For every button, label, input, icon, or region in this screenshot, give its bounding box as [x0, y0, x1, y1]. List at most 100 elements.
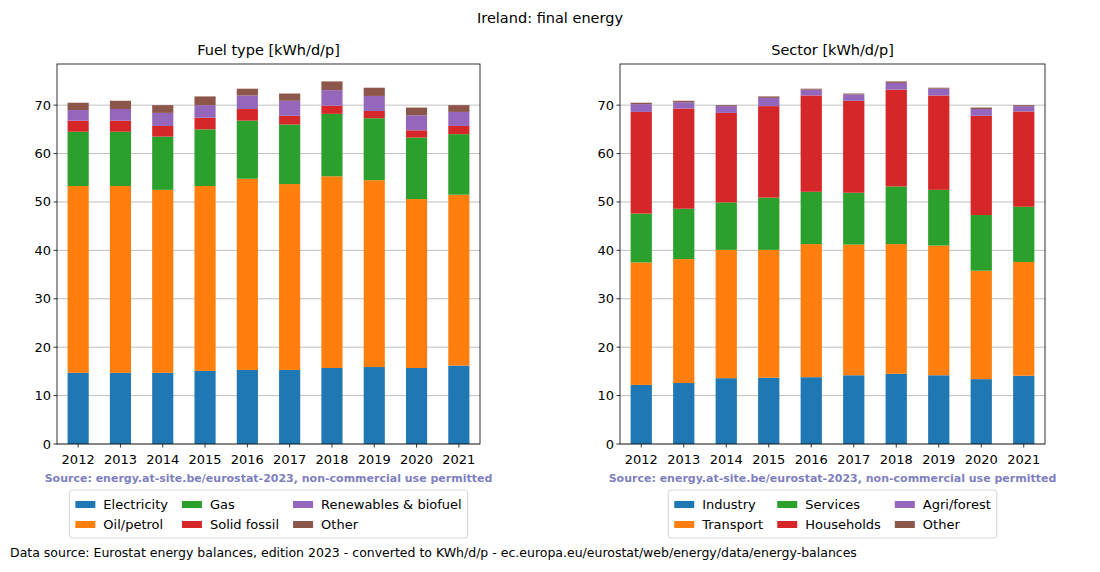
chart-title: Fuel type [kWh/d/p]	[197, 42, 340, 58]
bar-segment	[194, 129, 215, 186]
bar-segment	[928, 375, 949, 444]
bar-segment	[843, 94, 864, 100]
bar-segment	[110, 101, 131, 109]
legend-swatch	[777, 521, 797, 528]
x-tick	[289, 444, 290, 448]
bar-segment	[237, 109, 258, 121]
x-tick-label: 2021	[1007, 452, 1040, 467]
x-tick	[120, 444, 121, 448]
x-tick-label: 2013	[667, 452, 700, 467]
bar-segment	[194, 105, 215, 118]
figure-title: Ireland: final energy	[477, 10, 623, 26]
bar-segment	[631, 214, 652, 263]
y-tick-label: 0	[606, 437, 614, 452]
bar-segment	[886, 244, 907, 374]
legend-label: Renewables & biofuel	[321, 497, 462, 512]
bar-segment	[971, 379, 992, 444]
y-tick-label: 20	[34, 340, 51, 355]
bar-segment	[321, 114, 342, 176]
bar-segment	[971, 109, 992, 116]
bar-segment	[631, 103, 652, 104]
y-tick	[54, 153, 58, 154]
bar-segment	[716, 250, 737, 378]
bar-segment	[631, 385, 652, 444]
bar-segment	[110, 373, 131, 444]
bar-segment	[152, 137, 173, 190]
bar-segment	[1013, 262, 1034, 376]
bar-segment	[237, 89, 258, 96]
legend: IndustryTransportServicesHouseholdsAgri/…	[668, 490, 997, 538]
x-tick	[938, 444, 939, 448]
y-tick	[617, 395, 621, 396]
bar-segment	[631, 112, 652, 214]
bar-segment	[673, 102, 694, 108]
bar-segment	[152, 113, 173, 126]
chart-panel: 0102030405060702012201320142015201620172…	[34, 42, 492, 538]
bar-segment	[716, 202, 737, 249]
legend-frame	[69, 490, 467, 538]
y-tick	[54, 298, 58, 299]
bar-segment	[321, 176, 342, 368]
bar-segment	[673, 101, 694, 102]
bar-segment	[1013, 105, 1034, 107]
bar-segment	[110, 109, 131, 121]
bar-segment	[110, 132, 131, 186]
bar-segment	[406, 108, 427, 116]
bar-segment	[716, 105, 737, 107]
y-tick	[54, 395, 58, 396]
bar-segment	[801, 90, 822, 96]
legend-label: Households	[805, 517, 881, 532]
bars	[68, 81, 470, 444]
x-tick	[853, 444, 854, 448]
bar-segment	[237, 179, 258, 370]
bar-segment	[631, 262, 652, 384]
legend-swatch	[895, 521, 915, 528]
bar-segment	[406, 368, 427, 444]
y-tick-label: 60	[597, 146, 614, 161]
bar-segment	[971, 215, 992, 271]
bar-segment	[279, 101, 300, 116]
y-tick-label: 20	[597, 340, 614, 355]
bar-segment	[928, 190, 949, 246]
x-tick	[458, 444, 459, 448]
y-tick	[617, 298, 621, 299]
bar-segment	[152, 126, 173, 137]
bar-segment	[928, 246, 949, 376]
legend-swatch	[75, 521, 95, 528]
bar-segment	[758, 96, 779, 97]
axes-frame	[57, 64, 480, 444]
x-tick	[641, 444, 642, 448]
bar-segment	[843, 245, 864, 376]
bar-segment	[843, 375, 864, 444]
y-tick-label: 30	[34, 291, 51, 306]
legend-label: Electricity	[103, 497, 168, 512]
legend-swatch	[674, 501, 694, 508]
bar-segment	[716, 113, 737, 203]
x-tick-label: 2012	[62, 452, 95, 467]
bar-segment	[406, 130, 427, 137]
y-tick	[617, 153, 621, 154]
chart-title: Sector [kWh/d/p]	[771, 42, 894, 58]
bar-segment	[364, 118, 385, 180]
y-tick	[54, 347, 58, 348]
legend-label: Agri/forest	[923, 497, 991, 512]
legend-swatch	[674, 521, 694, 528]
x-tick	[331, 444, 332, 448]
bar-segment	[110, 186, 131, 373]
x-tick	[416, 444, 417, 448]
bar-segment	[448, 105, 469, 112]
y-tick-label: 0	[43, 437, 51, 452]
bar-segment	[279, 94, 300, 101]
bar-segment	[928, 87, 949, 89]
legend-label: Other	[923, 517, 961, 532]
source-note: Source: energy.at-site.be/eurostat-2023,…	[609, 472, 1057, 485]
bar-segment	[843, 101, 864, 193]
bars	[631, 81, 1035, 444]
bar-segment	[237, 121, 258, 179]
y-tick	[54, 105, 58, 106]
bar-segment	[68, 186, 89, 373]
x-tick	[247, 444, 248, 448]
bar-segment	[321, 90, 342, 105]
bar-segment	[886, 81, 907, 82]
bar-segment	[971, 116, 992, 215]
